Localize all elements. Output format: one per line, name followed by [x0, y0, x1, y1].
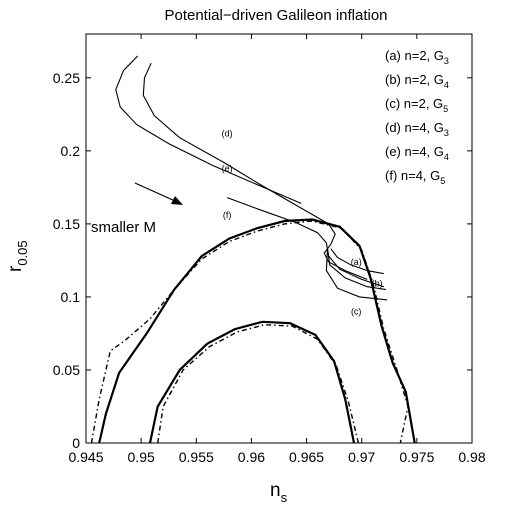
model-curve: [325, 248, 388, 301]
x-ticks: 0.945 0.95 0.955 0.96 0.965 0.97 0.975 0.98: [68, 34, 486, 465]
legend-entry-e: (e) n=4, G4: [385, 144, 449, 162]
y-ticks: 0 0.05 0.1 0.15 0.2 0.25: [53, 70, 472, 451]
chart-title: Potential−driven Galileon inflation: [164, 7, 387, 24]
x-tick-label: 0.975: [399, 449, 434, 465]
y-tick-label: 0: [72, 435, 80, 451]
x-tick-label: 0.97: [348, 449, 375, 465]
contour-solid: [148, 320, 356, 444]
model-curve: [330, 248, 384, 275]
y-axis-title: r0.05: [5, 240, 30, 272]
contour-dashed: [90, 220, 409, 444]
curve-label: (d): [222, 128, 233, 138]
curve-label: (a): [351, 257, 362, 267]
model-curve: [227, 197, 384, 288]
model-curve: [115, 55, 302, 204]
legend-entry-a: (a) n=2, G3: [385, 48, 449, 66]
contours: [90, 218, 416, 444]
y-tick-label: 0.2: [61, 143, 81, 159]
x-tick-label: 0.955: [179, 449, 214, 465]
legend-entry-f: (f) n=4, G5: [385, 168, 445, 186]
contour-dashed: [157, 323, 360, 444]
y-tick-label: 0.05: [53, 362, 80, 378]
plot-frame: [85, 33, 473, 444]
contour-solid: [98, 218, 416, 444]
legend-entry-b: (b) n=2, G4: [385, 72, 449, 90]
x-tick-label: 0.965: [289, 449, 324, 465]
y-tick-label: 0.1: [61, 289, 81, 305]
legend-entry-c: (c) n=2, G5: [385, 96, 448, 114]
model-curves: (d) (e) (f) (a) (b) (c): [115, 55, 388, 316]
curve-label: (b): [372, 279, 383, 289]
x-tick-label: 0.945: [68, 449, 103, 465]
curve-label: (f): [223, 210, 232, 220]
arrow-head-icon: [171, 196, 183, 205]
x-tick-label: 0.95: [128, 449, 155, 465]
curve-label: (e): [222, 163, 233, 173]
model-curve: [142, 62, 368, 280]
x-axis-title: ns: [270, 480, 288, 505]
y-tick-label: 0.25: [53, 70, 80, 86]
curve-label: (c): [351, 306, 362, 316]
model-curve: [326, 248, 387, 291]
arrow-shaft: [134, 182, 176, 202]
legend-entry-d: (d) n=4, G3: [385, 120, 449, 138]
legend: (a) n=2, G3 (b) n=2, G4 (c) n=2, G5 (d) …: [385, 48, 449, 186]
x-tick-label: 0.98: [458, 449, 485, 465]
smaller-m-annotation: smaller M: [91, 182, 183, 236]
y-tick-label: 0.15: [53, 216, 80, 232]
annotation-label: smaller M: [91, 219, 156, 236]
x-tick-label: 0.96: [238, 449, 265, 465]
